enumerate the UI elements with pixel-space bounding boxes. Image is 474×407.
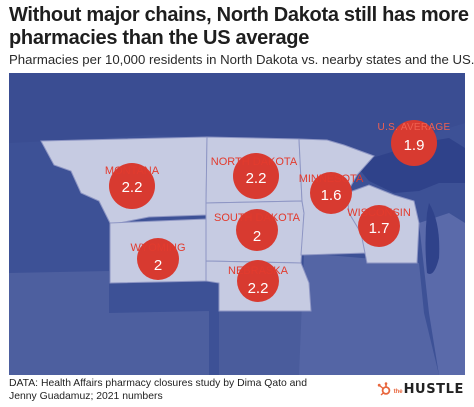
marker-minnesota-state: MINNESOTA (299, 173, 364, 185)
marker-wisconsin (358, 205, 400, 247)
lake-michigan (425, 203, 440, 274)
marker-wyoming-value: 2 (154, 257, 162, 274)
logo-prefix: the (393, 389, 403, 395)
marker-north-dakota-state: NORTH DAKOTA (211, 156, 298, 168)
marker-wyoming (137, 238, 179, 280)
logo-wordmark: HUSTLE (403, 381, 464, 397)
marker-us-average-state: U.S. AVERAGE (378, 122, 451, 133)
the-hustle-logo: the HUSTLE (377, 379, 464, 399)
marker-south-dakota-state: SOUTH DAKOTA (214, 212, 301, 224)
marker-nebraska-value: 2.2 (248, 280, 269, 297)
marker-us-average (391, 120, 437, 166)
southwest-states (9, 271, 209, 375)
map: U.S. AVERAGE 1.9 MONTANA 2.2 NORTH DAKOT… (9, 73, 465, 375)
marker-minnesota-value: 1.6 (321, 187, 342, 204)
marker-north-dakota-value: 2.2 (246, 170, 267, 187)
marker-montana-value: 2.2 (122, 179, 143, 196)
marker-us-average-value: 1.9 (404, 137, 425, 154)
marker-nebraska (237, 260, 279, 302)
iowa-illinois-region (299, 253, 439, 375)
marker-montana (109, 163, 155, 209)
chart-title: Without major chains, North Dakota still… (9, 4, 469, 49)
marker-wisconsin-state: WISCONSIN (347, 207, 411, 219)
map-svg: U.S. AVERAGE 1.9 MONTANA 2.2 NORTH DAKOT… (9, 73, 465, 375)
marker-north-dakota (233, 153, 279, 199)
data-source: DATA: Health Affairs pharmacy closures s… (9, 378, 307, 402)
marker-south-dakota (236, 209, 278, 251)
canada-region (9, 73, 465, 171)
marker-minnesota (310, 172, 352, 214)
marker-south-dakota-value: 2 (253, 228, 261, 245)
marker-wyoming-state: WYOMING (131, 242, 186, 254)
hubspot-sprocket-icon (377, 382, 390, 396)
marker-nebraska-state: NEBRASKA (228, 265, 289, 277)
chart-subtitle: Pharmacies per 10,000 residents in North… (9, 52, 474, 67)
marker-wisconsin-value: 1.7 (369, 220, 390, 237)
marker-montana-state: MONTANA (105, 165, 160, 177)
kansas-region (219, 295, 309, 375)
